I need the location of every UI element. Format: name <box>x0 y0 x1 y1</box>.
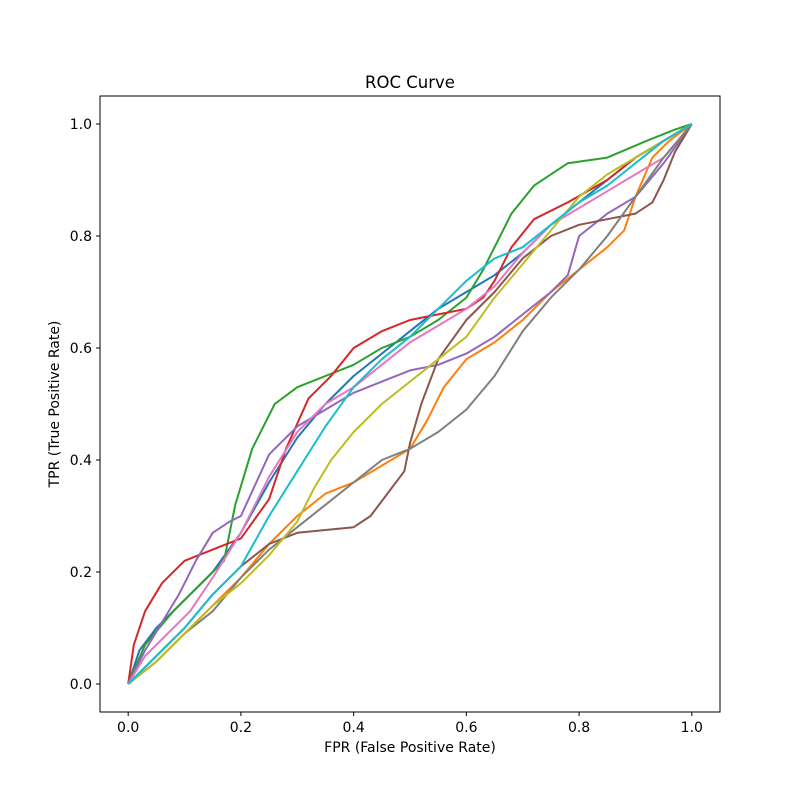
y-tick-label: 0.4 <box>70 453 92 469</box>
series-line-8 <box>127 123 693 685</box>
x-axis-label: FPR (False Positive Rate) <box>324 740 496 756</box>
series-line-9 <box>127 123 693 685</box>
series-line-5 <box>127 123 693 685</box>
plot-area <box>100 96 720 712</box>
series-line-7 <box>127 123 693 685</box>
plot-frame <box>99 95 721 713</box>
x-tick-label: 0.6 <box>455 720 477 736</box>
x-axis: 0.0 0.2 0.4 0.6 0.8 1.0 <box>117 712 703 736</box>
y-axis-label: TPR (True Positive Rate) <box>47 321 63 489</box>
y-tick-label: 1.0 <box>70 117 92 133</box>
series-line-10 <box>127 123 693 685</box>
y-tick-label: 0.0 <box>70 677 92 693</box>
x-tick-label: 0.0 <box>117 720 139 736</box>
series-line-4 <box>127 123 693 685</box>
y-tick-label: 0.6 <box>70 341 92 357</box>
series-line-6 <box>127 123 693 685</box>
series-layer <box>127 123 693 685</box>
chart-title: ROC Curve <box>365 73 455 92</box>
y-tick-label: 0.8 <box>70 229 92 245</box>
x-tick-label: 1.0 <box>681 720 703 736</box>
x-tick-label: 0.8 <box>568 720 590 736</box>
x-tick-label: 0.2 <box>230 720 252 736</box>
y-tick-label: 0.2 <box>70 565 92 581</box>
y-axis: 0.0 0.2 0.4 0.6 0.8 1.0 <box>70 117 100 693</box>
x-tick-label: 0.4 <box>343 720 365 736</box>
